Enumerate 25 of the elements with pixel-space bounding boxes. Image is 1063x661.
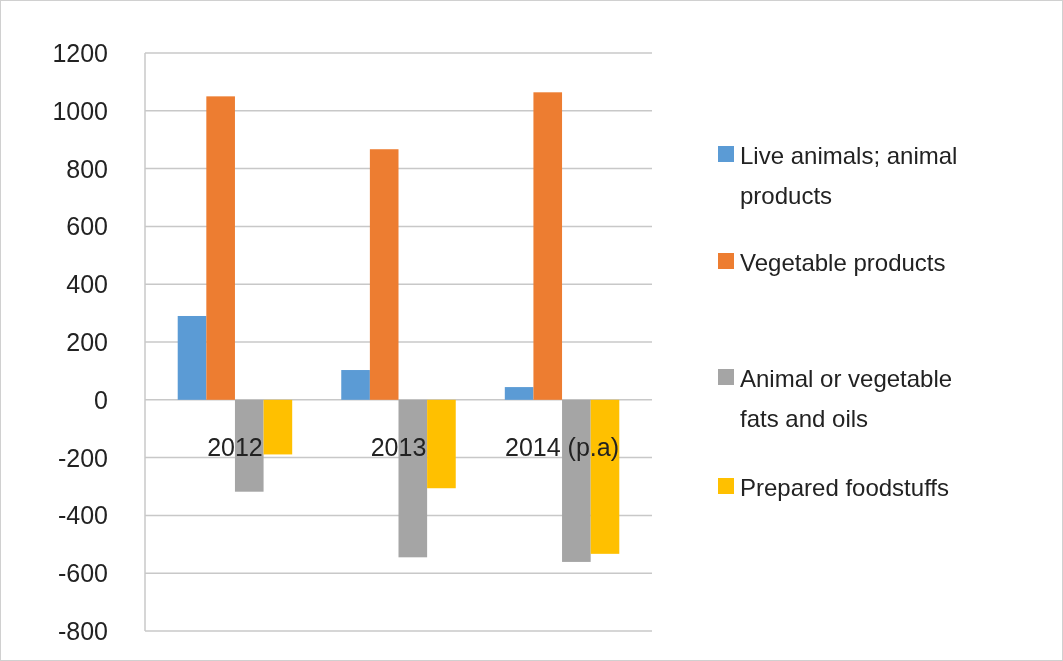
bar — [341, 370, 370, 400]
y-tick-label: 800 — [66, 154, 108, 183]
y-tick-label: 600 — [66, 212, 108, 241]
legend-label: Live animals; animal products — [740, 141, 958, 209]
legend-label: Animal or vegetable fats and oils — [740, 364, 953, 432]
bar — [263, 399, 293, 455]
x-tick-label: 2012 — [207, 432, 263, 461]
y-tick-label: -400 — [57, 501, 108, 530]
y-tick-label: 200 — [66, 328, 108, 356]
y-tick-label: -800 — [57, 617, 108, 645]
bar — [533, 92, 563, 400]
bar — [177, 315, 207, 400]
y-tick-label: 1000 — [52, 96, 108, 125]
y-tick-label: 0 — [94, 385, 108, 414]
y-tick-label: 400 — [66, 270, 108, 299]
bar — [369, 149, 399, 400]
y-tick-label: 1200 — [52, 39, 108, 67]
bar — [206, 96, 235, 400]
bar — [427, 399, 456, 489]
y-tick-label: -200 — [57, 443, 108, 472]
legend-label: Vegetable products — [740, 248, 946, 276]
y-tick-label: -600 — [57, 559, 108, 588]
bar — [504, 387, 534, 400]
legend-label: Prepared foodstuffs — [740, 473, 950, 501]
x-tick-label: 2013 — [370, 432, 427, 461]
